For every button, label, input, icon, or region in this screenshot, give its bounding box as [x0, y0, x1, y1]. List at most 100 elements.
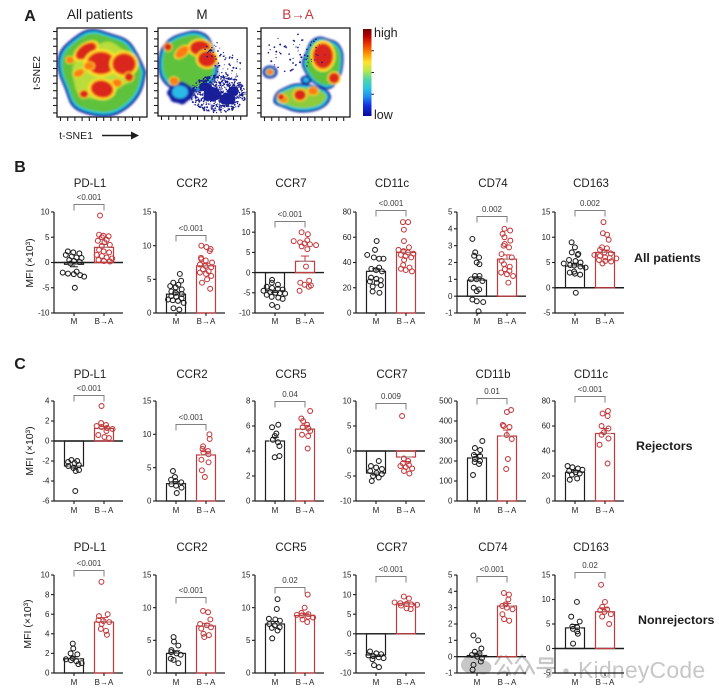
- svg-text:0: 0: [546, 283, 551, 292]
- svg-text:<0.001: <0.001: [179, 413, 204, 422]
- svg-text:<0.001: <0.001: [379, 565, 404, 574]
- svg-text:10: 10: [143, 430, 152, 439]
- svg-text:CCR2: CCR2: [176, 542, 207, 554]
- svg-text:CD163: CD163: [573, 178, 609, 190]
- svg-text:0.009: 0.009: [381, 392, 402, 401]
- svg-text:2: 2: [246, 472, 251, 481]
- svg-text:0: 0: [246, 669, 251, 678]
- svg-text:15: 15: [542, 208, 551, 217]
- svg-text:B→A: B→A: [95, 317, 114, 326]
- svg-text:low: low: [374, 108, 394, 122]
- svg-text:5: 5: [147, 275, 152, 284]
- svg-text:300: 300: [439, 437, 453, 446]
- svg-text:400: 400: [439, 417, 453, 426]
- svg-text:CCR2: CCR2: [176, 369, 207, 381]
- svg-text:10: 10: [143, 603, 152, 612]
- svg-text:CD74: CD74: [478, 178, 508, 190]
- svg-text:CD163: CD163: [573, 542, 609, 554]
- svg-text:10: 10: [41, 208, 50, 217]
- svg-text:0: 0: [246, 268, 251, 277]
- svg-text:t-SNE2: t-SNE2: [31, 56, 43, 90]
- svg-text:-4: -4: [42, 477, 50, 486]
- svg-text:60: 60: [343, 233, 352, 242]
- svg-text:4: 4: [448, 225, 453, 234]
- svg-text:-5: -5: [344, 472, 352, 481]
- svg-text:-5: -5: [344, 649, 352, 658]
- svg-text:20: 20: [542, 472, 551, 481]
- svg-text:<0.001: <0.001: [578, 385, 603, 394]
- svg-text:15: 15: [143, 571, 152, 580]
- svg-text:0.01: 0.01: [484, 387, 500, 396]
- svg-text:0.02: 0.02: [282, 576, 298, 585]
- svg-text:3: 3: [448, 603, 453, 612]
- svg-text:C: C: [14, 356, 26, 373]
- svg-text:M: M: [572, 678, 579, 687]
- svg-text:CCR7: CCR7: [275, 178, 306, 190]
- svg-text:0: 0: [147, 309, 152, 318]
- svg-text:KidneyCode: KidneyCode: [578, 657, 705, 683]
- svg-text:1: 1: [448, 636, 453, 645]
- svg-text:M: M: [572, 506, 579, 515]
- svg-text:M: M: [272, 506, 279, 515]
- svg-text:0.02: 0.02: [582, 561, 598, 570]
- svg-text:5: 5: [546, 258, 551, 267]
- svg-text:10: 10: [343, 397, 352, 406]
- svg-text:M: M: [71, 678, 78, 687]
- svg-text:<0.001: <0.001: [480, 565, 505, 574]
- svg-text:B→A: B→A: [498, 678, 517, 687]
- svg-text:B→A: B→A: [296, 317, 315, 326]
- svg-text:20: 20: [343, 283, 352, 292]
- svg-text:M: M: [572, 317, 579, 326]
- svg-text:10: 10: [343, 590, 352, 599]
- svg-text:CD74: CD74: [478, 542, 508, 554]
- svg-text:CCR2: CCR2: [176, 178, 207, 190]
- svg-text:5: 5: [347, 422, 352, 431]
- svg-text:-5: -5: [42, 283, 50, 292]
- svg-text:5: 5: [546, 620, 551, 629]
- svg-text:All patients: All patients: [67, 7, 133, 22]
- svg-text:PD-L1: PD-L1: [74, 178, 107, 190]
- svg-text:CD11c: CD11c: [574, 369, 609, 381]
- svg-text:CCR7: CCR7: [376, 542, 407, 554]
- svg-text:Rejectors: Rejectors: [636, 439, 693, 453]
- svg-text:200: 200: [439, 457, 453, 466]
- svg-text:-10: -10: [239, 309, 251, 318]
- svg-text:0: 0: [347, 309, 352, 318]
- svg-text:<0.001: <0.001: [77, 559, 102, 568]
- svg-text:B→A: B→A: [296, 678, 315, 687]
- svg-text:5: 5: [246, 248, 251, 257]
- svg-text:10: 10: [143, 241, 152, 250]
- svg-text:5: 5: [448, 208, 453, 217]
- svg-text:B→A: B→A: [197, 317, 216, 326]
- svg-text:B→A: B→A: [296, 506, 315, 515]
- svg-text:B→A: B→A: [498, 506, 517, 515]
- svg-text:B→A: B→A: [397, 678, 416, 687]
- svg-text:B→A: B→A: [197, 506, 216, 515]
- svg-text:MFI (×10³): MFI (×10³): [22, 599, 34, 648]
- svg-text:B: B: [14, 159, 26, 176]
- svg-text:0: 0: [347, 630, 352, 639]
- svg-text:B→A: B→A: [197, 678, 216, 687]
- svg-text:6: 6: [45, 610, 50, 619]
- svg-text:2: 2: [448, 620, 453, 629]
- svg-text:-10: -10: [340, 669, 352, 678]
- svg-text:<0.001: <0.001: [77, 193, 102, 202]
- svg-text:60: 60: [542, 422, 551, 431]
- svg-text:<0.001: <0.001: [379, 199, 404, 208]
- svg-text:PD-L1: PD-L1: [74, 542, 107, 554]
- svg-text:t-SNE1: t-SNE1: [59, 130, 93, 142]
- svg-text:0: 0: [347, 447, 352, 456]
- svg-text:M: M: [272, 678, 279, 687]
- svg-text:2: 2: [448, 258, 453, 267]
- svg-text:0: 0: [448, 292, 453, 301]
- svg-text:10: 10: [542, 233, 551, 242]
- svg-text:10: 10: [242, 228, 251, 237]
- svg-text:40: 40: [542, 447, 551, 456]
- svg-text:10: 10: [242, 603, 251, 612]
- svg-text:-2: -2: [42, 457, 50, 466]
- svg-text:M: M: [173, 678, 180, 687]
- svg-text:B→A: B→A: [498, 317, 517, 326]
- svg-text:0.04: 0.04: [282, 390, 298, 399]
- svg-text:100: 100: [439, 477, 453, 486]
- svg-text:CCR5: CCR5: [275, 542, 306, 554]
